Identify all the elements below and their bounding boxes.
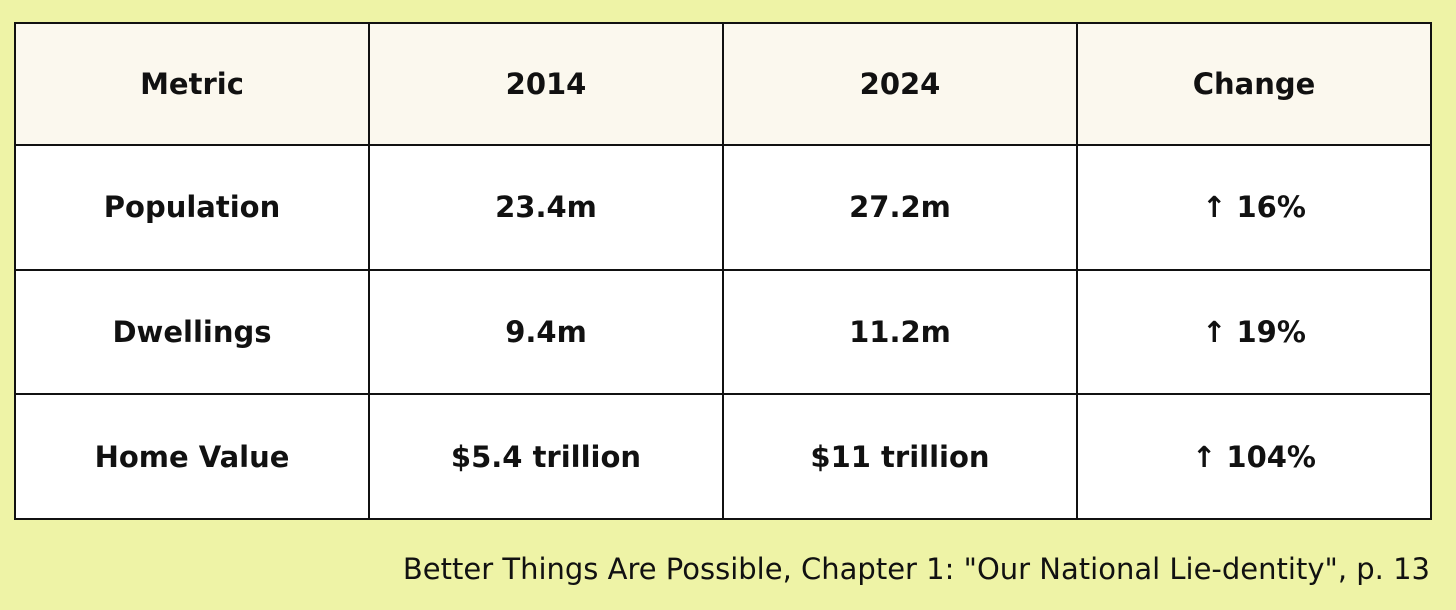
table-cell: ↑ 19% bbox=[1076, 268, 1432, 396]
table-cell: 23.4m bbox=[368, 144, 724, 271]
table-header: Metric 2014 2024 Change bbox=[14, 22, 1432, 146]
table-cell: Home Value bbox=[14, 393, 370, 520]
header-cell: Metric bbox=[14, 22, 370, 146]
table-cell: 9.4m bbox=[368, 268, 724, 396]
table-body: Population 23.4m 27.2m ↑ 16% Dwellings 9… bbox=[14, 144, 1432, 520]
header-row: Metric 2014 2024 Change bbox=[14, 22, 1432, 146]
header-cell: Change bbox=[1076, 22, 1432, 146]
table-cell: 11.2m bbox=[722, 268, 1078, 396]
table-row: Dwellings 9.4m 11.2m ↑ 19% bbox=[14, 268, 1432, 396]
data-table: Metric 2014 2024 Change Population 23.4m… bbox=[14, 22, 1432, 520]
table-cell: ↑ 16% bbox=[1076, 144, 1432, 271]
table-cell: $11 trillion bbox=[722, 393, 1078, 520]
table-cell: Dwellings bbox=[14, 268, 370, 396]
table-row: Population 23.4m 27.2m ↑ 16% bbox=[14, 144, 1432, 271]
table-cell: $5.4 trillion bbox=[368, 393, 724, 520]
header-cell: 2014 bbox=[368, 22, 724, 146]
table-cell: 27.2m bbox=[722, 144, 1078, 271]
caption: Better Things Are Possible, Chapter 1: "… bbox=[402, 552, 1430, 586]
table-row: Home Value $5.4 trillion $11 trillion ↑ … bbox=[14, 393, 1432, 520]
table-cell: ↑ 104% bbox=[1076, 393, 1432, 520]
header-cell: 2024 bbox=[722, 22, 1078, 146]
table-cell: Population bbox=[14, 144, 370, 271]
